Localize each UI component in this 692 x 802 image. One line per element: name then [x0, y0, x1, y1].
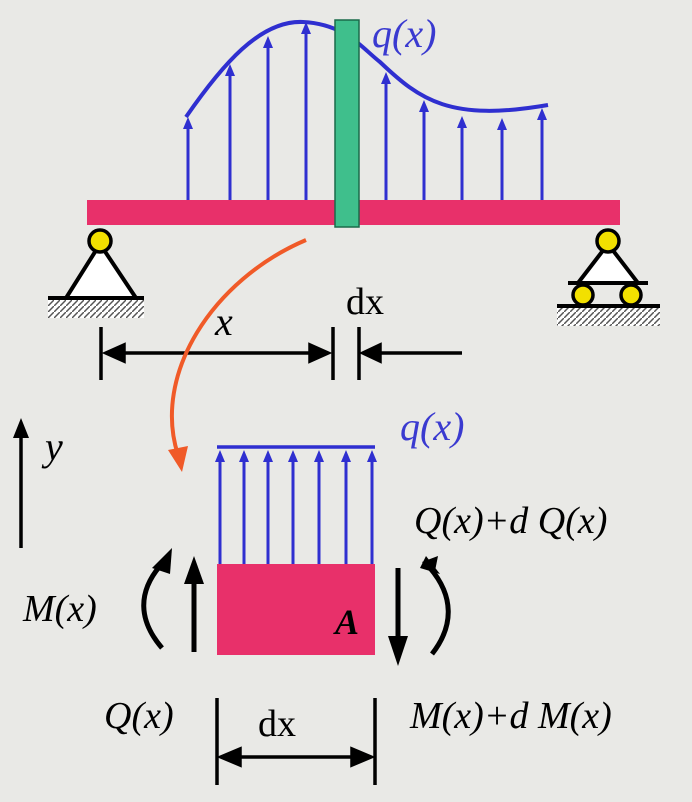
dx-label-bottom: dx — [258, 703, 296, 745]
y-axis-label: y — [45, 424, 63, 469]
load-arrow — [497, 118, 507, 200]
load-arrow — [419, 100, 429, 200]
load-label-element: q(x) — [400, 404, 465, 449]
y-axis-arrow — [13, 418, 29, 548]
load-arrow — [225, 64, 235, 200]
load-label-top: q(x) — [372, 11, 437, 56]
left-shear-arrow — [184, 556, 204, 652]
load-arrow — [183, 117, 193, 200]
element-load-arrow — [341, 450, 351, 564]
element-load-arrow — [288, 450, 298, 564]
dx-dimension-top — [357, 327, 462, 380]
right-moment-arc — [420, 556, 451, 656]
load-arrow — [537, 108, 547, 200]
element-load-arrow — [263, 450, 273, 564]
load-arrow — [381, 72, 391, 200]
element-load-arrow — [367, 450, 377, 564]
zoom-arrow — [168, 238, 307, 472]
element-load-arrow — [215, 450, 225, 564]
dx-label-top: dx — [346, 281, 384, 323]
load-arrow — [301, 22, 311, 200]
moment-left-label: M(x) — [23, 588, 97, 630]
shear-right-label: Q(x)+d Q(x) — [414, 500, 608, 542]
load-arrow — [457, 116, 467, 200]
right-shear-arrow — [388, 568, 408, 666]
x-dimension-line — [99, 327, 335, 380]
left-moment-arc — [141, 548, 172, 650]
distributed-load-arrows — [183, 22, 547, 200]
element-load-arrows — [215, 450, 377, 564]
left-pin-support — [48, 228, 144, 318]
element-block — [217, 564, 375, 655]
load-arrow — [263, 36, 273, 200]
element-name-label: A — [335, 602, 360, 642]
moment-right-label: M(x)+d M(x) — [410, 695, 612, 737]
element-strip — [334, 19, 360, 228]
right-roller-support — [557, 228, 660, 326]
element-load-arrow — [314, 450, 324, 564]
load-distribution-curve — [184, 19, 549, 119]
dx-dimension-bottom — [215, 698, 377, 785]
shear-left-label: Q(x) — [104, 695, 174, 737]
element-load-arrow — [239, 450, 249, 564]
x-dimension-label: x — [215, 299, 233, 344]
